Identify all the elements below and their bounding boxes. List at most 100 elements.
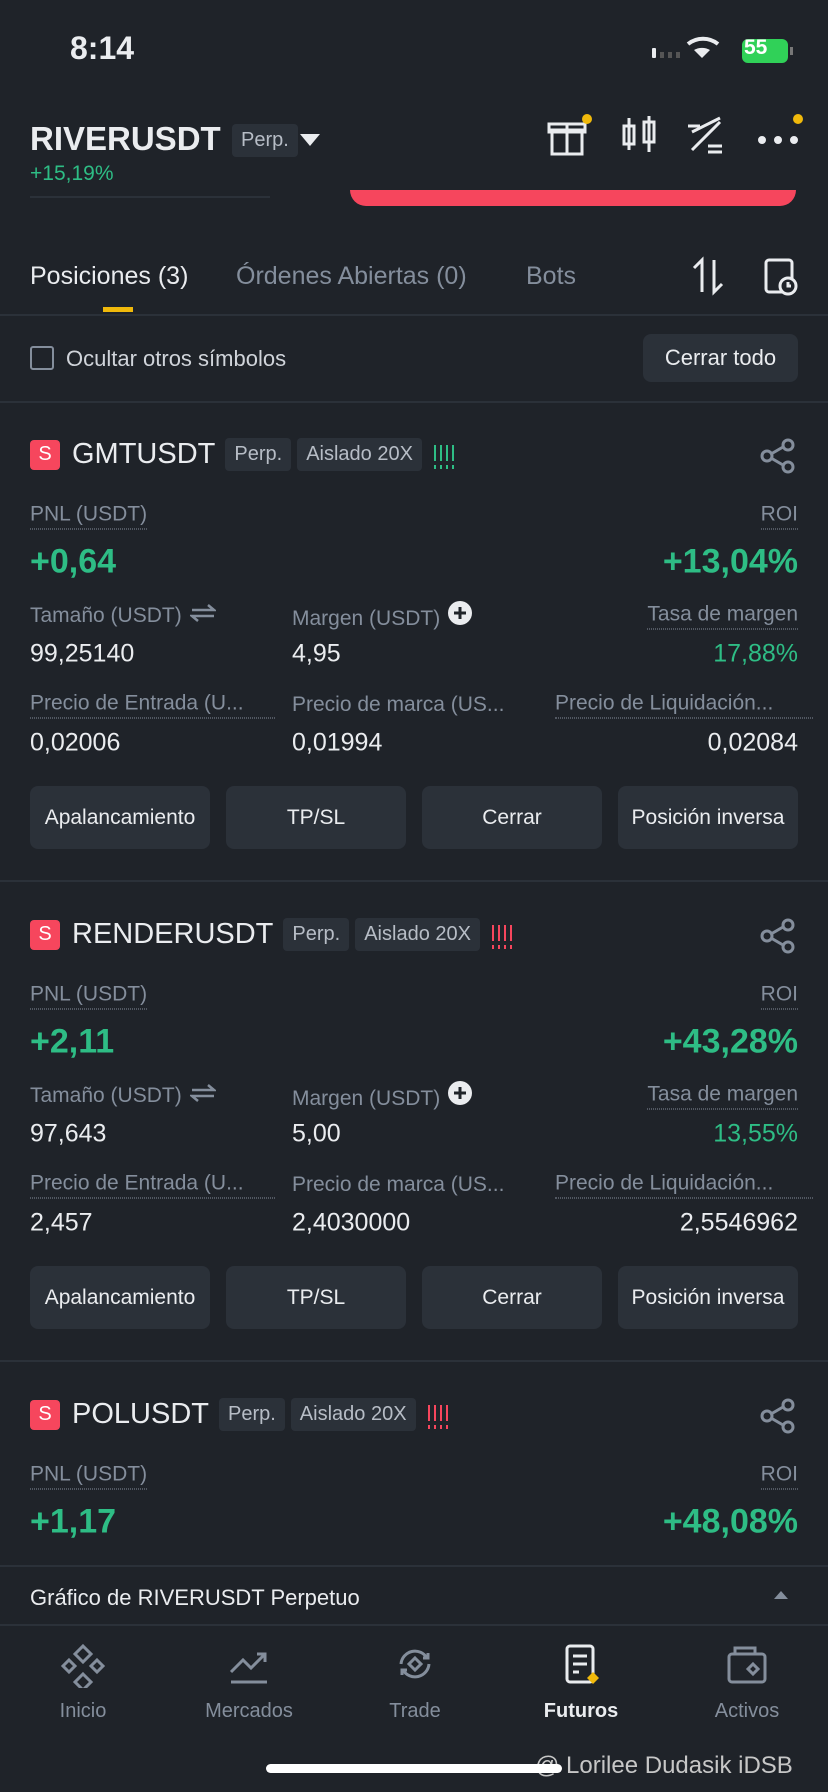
- position-symbol: RENDERUSDT: [72, 918, 274, 950]
- action-button[interactable]: Cerrar: [422, 786, 602, 849]
- pnl-label: PNL (USDT): [30, 503, 148, 530]
- tab[interactable]: Bots: [526, 262, 577, 290]
- adl-bar: [503, 924, 506, 945]
- nav-label: Futuros: [543, 1700, 619, 1722]
- tab[interactable]: Órdenes Abiertas (0): [236, 262, 467, 290]
- entry-label: Precio de Entrada (U...: [30, 692, 275, 719]
- position-symbol: POLUSDT: [72, 1398, 209, 1430]
- tab[interactable]: Posiciones (3): [30, 262, 189, 290]
- divider: [0, 401, 828, 403]
- price-change: +15,19%: [30, 162, 114, 185]
- type-tag: Perp.: [218, 1398, 285, 1431]
- margin-rate-label: Tasa de margen: [647, 1083, 798, 1110]
- symbol[interactable]: RIVERUSDT: [30, 120, 221, 157]
- side-badge: S: [30, 1399, 60, 1430]
- pnl-value: +2,11: [30, 1022, 115, 1061]
- symbol-badge: Perp.: [232, 124, 298, 157]
- side-badge: S: [30, 439, 60, 470]
- nav-icon: [393, 1642, 437, 1686]
- chart-bar[interactable]: Gráfico de RIVERUSDT Perpetuo: [0, 1565, 828, 1624]
- position-symbol: GMTUSDT: [72, 438, 216, 470]
- adl-bar: [509, 924, 512, 945]
- mode-tag: Aislado 20X: [290, 1398, 416, 1431]
- pnl-label: PNL (USDT): [30, 983, 148, 1010]
- status-time: 8:14: [70, 30, 135, 66]
- side-badge: S: [30, 919, 60, 950]
- position-card: S POLUSDT Perp. Aislado 20X PNL (USDT) ROI +1,…: [0, 1362, 828, 1565]
- scrolled-button: [350, 190, 796, 206]
- share-icon[interactable]: [760, 1398, 796, 1439]
- margin-rate-label: Tasa de margen: [647, 603, 798, 630]
- adl-bar: [427, 1404, 430, 1425]
- dropdown-arrow[interactable]: [298, 132, 322, 148]
- adl-bar: [445, 444, 448, 465]
- position-header: S RENDERUSDT Perp. Aislado 20X: [30, 918, 512, 951]
- liq-value: 2,5546962: [679, 1208, 798, 1237]
- nav-item[interactable]: Inicio: [0, 1624, 166, 1723]
- home-indicator: [266, 1764, 562, 1773]
- share-icon[interactable]: [760, 918, 796, 959]
- nav-label: Trade: [389, 1700, 441, 1722]
- liq-label: Precio de Liquidación...: [555, 692, 813, 719]
- checkbox[interactable]: [30, 346, 54, 370]
- margin-value: 5,00: [292, 1119, 341, 1148]
- action-button[interactable]: TP/SL: [226, 786, 406, 849]
- action-button[interactable]: TP/SL: [226, 1266, 406, 1329]
- share-icon[interactable]: [760, 438, 796, 479]
- action-button[interactable]: Apalancamiento: [30, 1266, 210, 1329]
- swap-icon: [188, 604, 218, 627]
- battery-level: 55: [744, 36, 768, 59]
- nav-icon: [559, 1642, 603, 1686]
- divider: [0, 314, 828, 316]
- adl-bar: [451, 444, 454, 465]
- margin-rate-value: 13,55%: [713, 1119, 798, 1148]
- position-header: S GMTUSDT Perp. Aislado 20X: [30, 438, 454, 471]
- liq-value: 0,02084: [707, 728, 798, 757]
- close-all-button[interactable]: Cerrar todo: [643, 334, 798, 382]
- adl-bar: [491, 924, 494, 945]
- margin-label: Margen (USDT): [292, 1081, 473, 1111]
- position-header: S POLUSDT Perp. Aislado 20X: [30, 1398, 448, 1431]
- adl-indicator: [433, 444, 454, 465]
- roi-label: ROI: [760, 503, 798, 530]
- margin-rate-value: 17,88%: [713, 639, 798, 668]
- positions-list: S GMTUSDT Perp. Aislado 20X PNL (USDT) ROI +0,…: [0, 402, 828, 1565]
- adl-bar: [433, 444, 436, 465]
- watermark: @ Lorilee Dudasik iDSB: [535, 1752, 793, 1779]
- mark-label: Precio de marca (US...: [292, 693, 505, 716]
- size-value: 97,643: [30, 1119, 107, 1148]
- margin-value: 4,95: [292, 639, 341, 668]
- nav-item[interactable]: Activos: [664, 1624, 828, 1723]
- divider: [0, 1360, 828, 1362]
- header-icons[interactable]: [540, 112, 810, 162]
- tab-underline: [103, 307, 133, 312]
- liq-label: Precio de Liquidación...: [555, 1172, 813, 1199]
- status-icons: [652, 36, 793, 63]
- nav-label: Mercados: [205, 1700, 293, 1722]
- mark-value: 2,4030000: [292, 1208, 411, 1237]
- margin-label: Margen (USDT): [292, 601, 473, 631]
- position-card: S RENDERUSDT Perp. Aislado 20X PNL (USDT) ROI…: [0, 882, 828, 1362]
- add-margin-icon[interactable]: [448, 1081, 473, 1110]
- entry-label: Precio de Entrada (U...: [30, 1172, 275, 1199]
- mark-value: 0,01994: [292, 728, 383, 757]
- action-button[interactable]: Apalancamiento: [30, 786, 210, 849]
- nav-item[interactable]: Mercados: [166, 1624, 332, 1723]
- action-button[interactable]: Posición inversa: [618, 786, 798, 849]
- adl-bar: [433, 1404, 436, 1425]
- roi-value: +43,28%: [662, 1022, 798, 1061]
- action-button[interactable]: Cerrar: [422, 1266, 602, 1329]
- checkbox-label[interactable]: Ocultar otros símbolos: [66, 346, 287, 371]
- pnl-value: +1,17: [30, 1502, 117, 1541]
- swap-icon: [188, 1084, 218, 1107]
- chart-bar-title: Gráfico de RIVERUSDT Perpetuo: [30, 1585, 360, 1610]
- add-margin-icon[interactable]: [448, 601, 473, 630]
- action-button[interactable]: Posición inversa: [618, 1266, 798, 1329]
- tab-icons[interactable]: [690, 256, 810, 296]
- divider: [0, 880, 828, 882]
- nav-icon: [725, 1642, 769, 1686]
- nav-item[interactable]: Trade: [332, 1624, 498, 1723]
- nav-item[interactable]: Futuros: [498, 1624, 664, 1723]
- size-label: Tamaño (USDT): [30, 1084, 218, 1108]
